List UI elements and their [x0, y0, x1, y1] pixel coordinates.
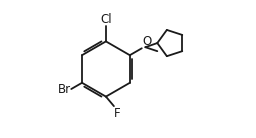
Text: Br: Br [57, 83, 71, 96]
Text: Cl: Cl [100, 13, 112, 26]
Text: F: F [114, 107, 121, 120]
Text: O: O [142, 35, 152, 48]
